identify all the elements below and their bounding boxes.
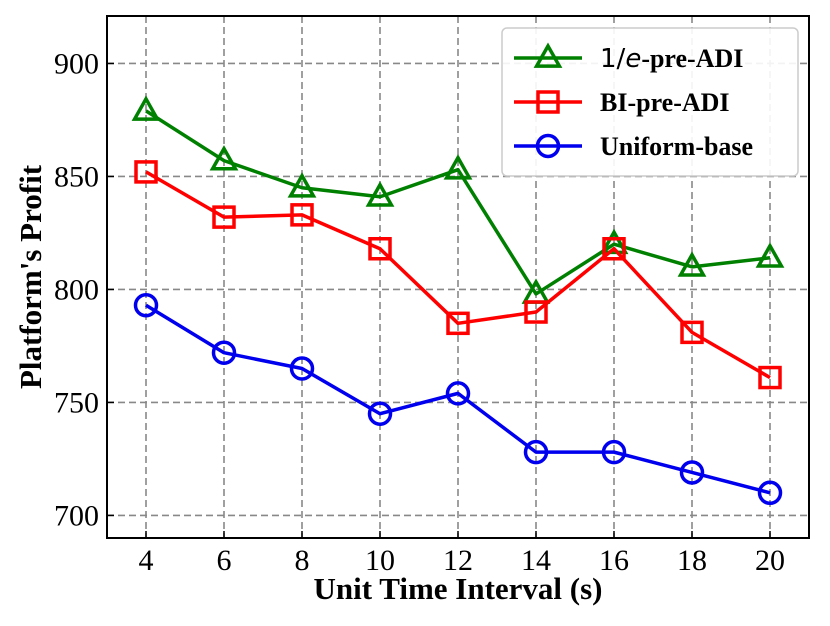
data-point-s0-0 xyxy=(131,95,161,121)
data-point-s0-2 xyxy=(287,172,317,198)
data-point-s2-8 xyxy=(757,480,783,506)
data-point-s1-2 xyxy=(290,203,314,227)
x-tick-label-0: 4 xyxy=(139,544,154,577)
data-point-s0-4 xyxy=(443,154,473,180)
y-tick-label-1: 750 xyxy=(54,386,99,419)
data-point-s2-1 xyxy=(211,340,237,365)
data-point-s0-7 xyxy=(677,251,707,277)
data-point-s1-8 xyxy=(758,365,782,390)
x-tick-label-5: 14 xyxy=(521,544,551,577)
x-tick-label-1: 6 xyxy=(217,544,232,577)
series-line-1 xyxy=(145,170,771,380)
data-point-s2-7 xyxy=(679,460,705,485)
x-tick-label-4: 12 xyxy=(443,544,473,577)
axis-ticks: 4 6 8 10 12 14 16 18 20 700 750 800 850 900 xyxy=(54,47,785,577)
legend-label-1: BI-pre-ADI xyxy=(600,88,730,117)
data-point-s0-3 xyxy=(365,181,395,207)
x-tick-label-2: 8 xyxy=(295,544,310,577)
legend-label-prefix: 1/ xyxy=(600,44,626,74)
y-tick-label-4: 900 xyxy=(54,47,99,80)
data-point-s2-4 xyxy=(445,381,471,406)
y-axis-title: Platform's Profit xyxy=(13,164,48,389)
data-point-s2-0 xyxy=(133,292,159,318)
x-tick-label-7: 18 xyxy=(677,544,707,577)
legend: 1/e-pre-ADI BI-pre-ADI Uniform-base xyxy=(501,27,799,177)
legend-marker-2 xyxy=(535,133,561,159)
data-point-s0-8 xyxy=(755,242,785,268)
legend-label-suffix: -pre-ADI xyxy=(641,44,743,73)
data-point-s0-1 xyxy=(209,145,239,171)
series-1 xyxy=(134,160,782,390)
legend-box xyxy=(501,27,799,177)
data-point-s1-0 xyxy=(134,160,158,184)
y-tick-label-3: 850 xyxy=(54,160,99,193)
data-point-s0-6 xyxy=(599,228,629,255)
y-tick-label-2: 800 xyxy=(54,273,99,306)
data-point-s1-4 xyxy=(446,311,470,336)
series-layer xyxy=(131,95,785,506)
data-point-s2-6 xyxy=(601,439,627,465)
data-point-s2-3 xyxy=(367,401,393,426)
y-tick-label-0: 700 xyxy=(54,499,99,532)
plot-area-frame xyxy=(106,15,810,539)
data-point-s1-6 xyxy=(602,237,626,261)
series-line-2 xyxy=(145,303,771,495)
data-point-s1-3 xyxy=(368,237,392,261)
x-axis-title: Unit Time Interval (s) xyxy=(313,571,602,606)
data-point-s2-2 xyxy=(289,356,315,381)
legend-marker-1 xyxy=(536,90,560,114)
x-tick-label-8: 20 xyxy=(755,544,785,577)
legend-label-2: Uniform-base xyxy=(600,132,753,161)
x-tick-label-3: 10 xyxy=(365,544,395,577)
series-line-0 xyxy=(145,109,771,296)
data-point-s1-5 xyxy=(524,300,548,324)
legend-label-0: 1/e-pre-ADI xyxy=(600,44,743,74)
legend-label-italic: e xyxy=(625,44,641,74)
legend-marker-0 xyxy=(533,42,563,68)
data-point-s1-7 xyxy=(680,320,704,345)
data-point-s1-1 xyxy=(212,205,236,229)
series-2 xyxy=(133,292,783,506)
x-tick-label-6: 16 xyxy=(599,544,629,577)
data-point-s2-5 xyxy=(523,439,549,465)
